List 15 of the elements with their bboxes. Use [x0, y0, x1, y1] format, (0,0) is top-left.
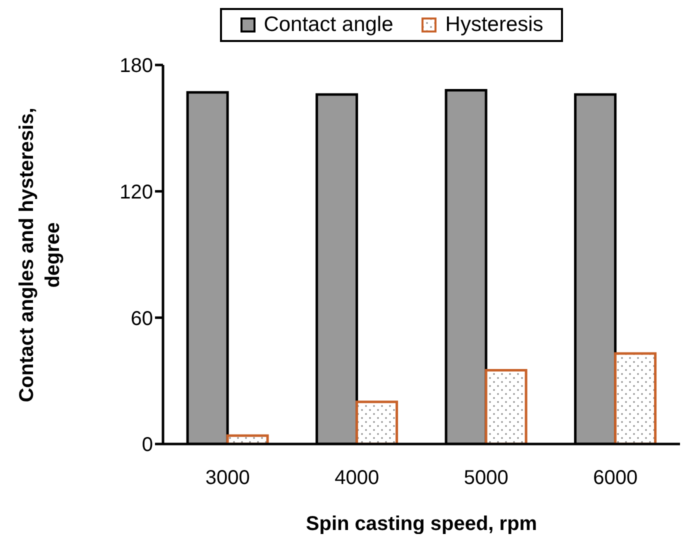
x-axis-title: Spin casting speed, rpm [306, 513, 538, 535]
y-axis-title: Contact angles and hysteresis, degree [15, 106, 65, 404]
x-tick-label: 5000 [464, 467, 508, 490]
bar [484, 369, 528, 444]
y-tick-label: 180 [120, 55, 153, 78]
bar [614, 352, 657, 444]
legend-label: Contact angle [264, 13, 394, 37]
bar [356, 400, 398, 444]
x-tick-label: 4000 [334, 467, 380, 490]
x-tick-label: 3000 [205, 467, 250, 490]
y-tick-label: 0 [142, 434, 153, 456]
legend-label: Hysteresis [445, 13, 544, 37]
y-tick-label: 60 [130, 308, 153, 330]
y-tick-label: 120 [120, 181, 153, 204]
x-tick-label: 6000 [593, 467, 638, 490]
